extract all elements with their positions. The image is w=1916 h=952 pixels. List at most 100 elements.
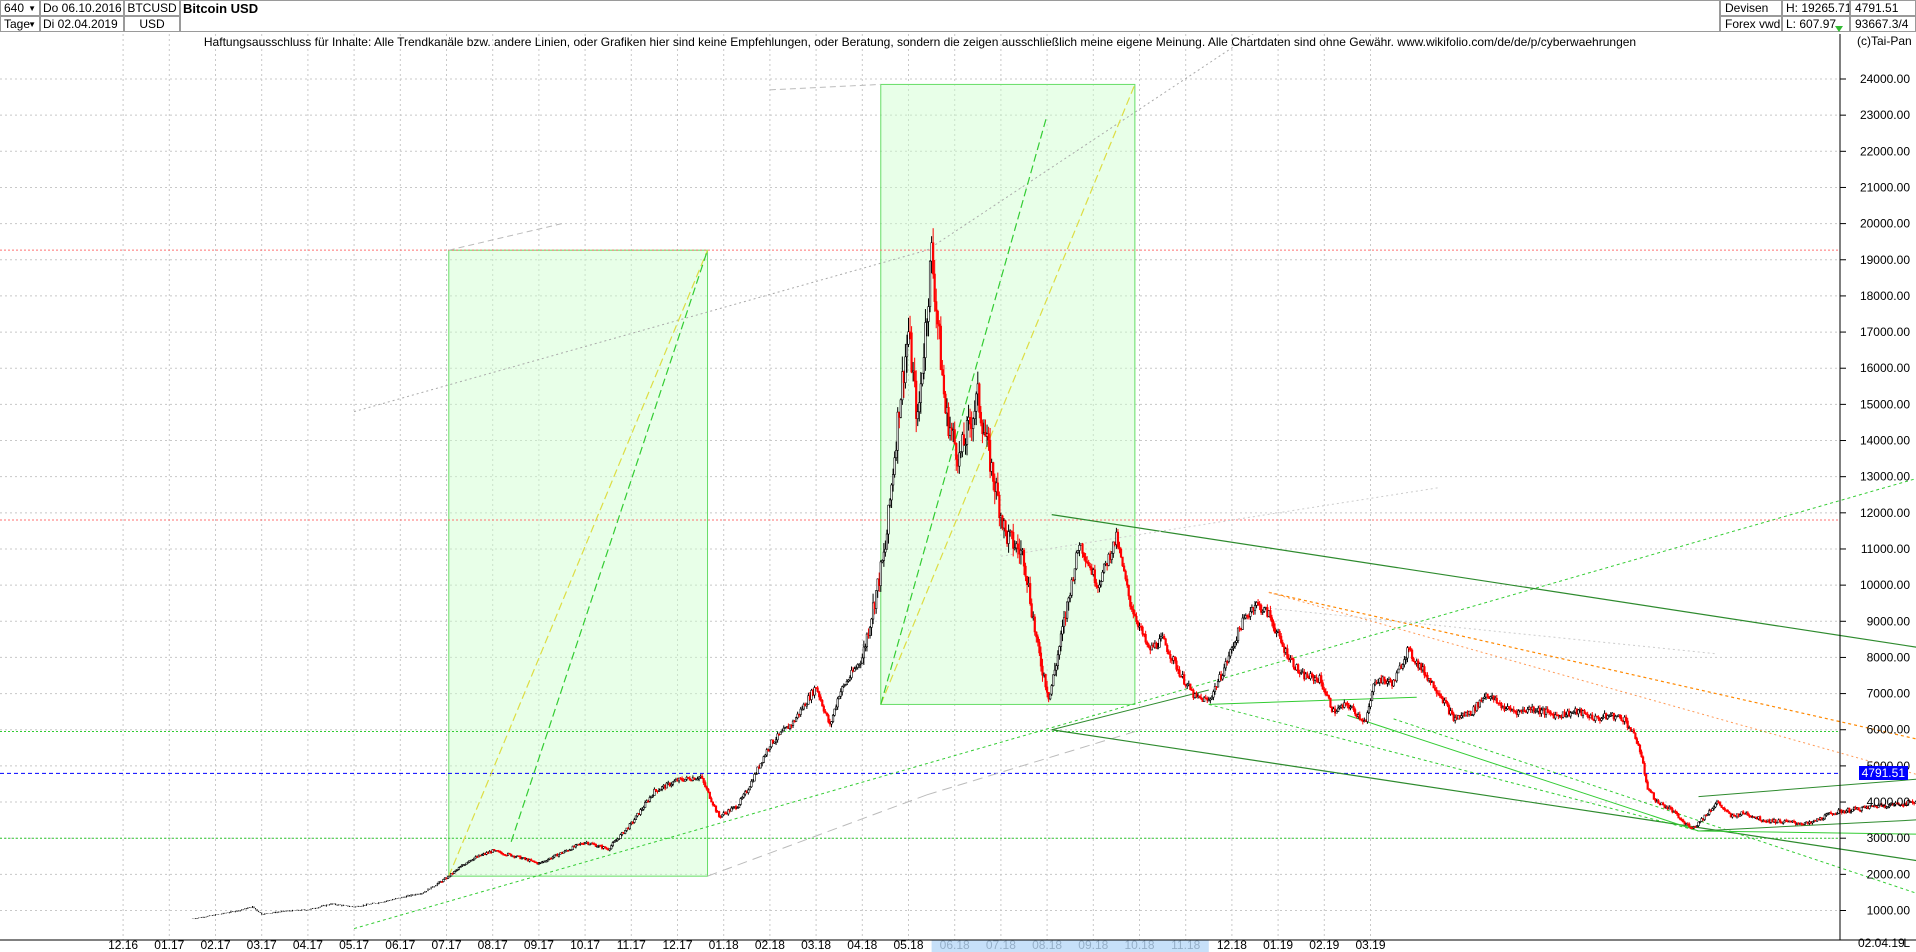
candle-body xyxy=(1269,610,1272,618)
candle-body xyxy=(1126,578,1129,586)
axis-scale-toggle[interactable]: L xyxy=(1903,936,1910,950)
candle-body xyxy=(1509,707,1512,711)
candle-body xyxy=(1093,569,1096,584)
candle-body xyxy=(858,663,861,666)
candle-body xyxy=(842,684,845,687)
candle-body xyxy=(611,842,614,847)
candle-body xyxy=(1039,652,1043,667)
candle-body xyxy=(456,869,459,871)
candle-body xyxy=(1163,635,1166,640)
candle-body xyxy=(1720,804,1723,808)
candle-body xyxy=(1674,810,1677,813)
candle-body xyxy=(865,633,869,648)
candle-body xyxy=(1389,679,1392,683)
start-date[interactable]: Do 06.10.2016 xyxy=(40,0,124,16)
trend-line xyxy=(1208,703,1699,832)
candle-body xyxy=(881,560,884,563)
trend-line xyxy=(880,84,1136,705)
candle-body xyxy=(1848,808,1851,813)
candle-body xyxy=(848,677,852,681)
candle-body xyxy=(1469,710,1472,716)
candle-body xyxy=(979,411,982,424)
candle-body xyxy=(660,786,664,790)
candle-body xyxy=(891,474,895,486)
candle-body xyxy=(1638,744,1642,753)
candle-body xyxy=(767,749,770,751)
candle-body xyxy=(1216,681,1220,688)
candle-body xyxy=(1290,657,1294,660)
x-tick-label: 09.17 xyxy=(524,938,554,952)
candle-body xyxy=(1614,716,1617,720)
candle-body xyxy=(1101,571,1104,582)
period-select[interactable]: 640 ▼ xyxy=(0,0,40,16)
candle-body xyxy=(1155,642,1158,648)
candle-body xyxy=(1049,693,1052,700)
candle-body xyxy=(1333,708,1337,714)
candle-body xyxy=(773,741,776,744)
candle-body xyxy=(1657,800,1660,804)
candle-body xyxy=(1306,673,1309,678)
candle-body xyxy=(1682,819,1685,823)
candle-body xyxy=(619,834,622,839)
candle-body xyxy=(893,457,896,475)
candle-body xyxy=(1669,806,1672,809)
candle-body xyxy=(1432,681,1435,689)
candle-body xyxy=(1512,709,1515,712)
candle-body xyxy=(962,434,966,446)
candle-body xyxy=(1369,700,1372,707)
candle-body xyxy=(1124,570,1127,580)
trend-line xyxy=(1268,591,1916,775)
trend-line xyxy=(1698,830,1916,835)
candle-body xyxy=(1127,584,1130,597)
candle-body xyxy=(582,843,585,846)
candle-body xyxy=(992,462,995,482)
candle-body xyxy=(596,846,599,848)
candle-body xyxy=(1278,631,1281,637)
candle-body xyxy=(1911,800,1914,803)
candle-body xyxy=(836,698,839,708)
candle-body xyxy=(717,811,721,817)
trend-line xyxy=(880,114,1048,705)
candle-body xyxy=(1794,822,1797,824)
candle-body xyxy=(1709,810,1712,812)
end-date[interactable]: Di 02.04.2019 xyxy=(40,16,124,32)
candle-body xyxy=(1367,706,1371,714)
candle-body xyxy=(665,782,668,789)
candle-body xyxy=(1189,683,1192,690)
candle-body xyxy=(1261,610,1264,613)
last-change: 93667.3/4 xyxy=(1850,16,1916,32)
candle-body xyxy=(1366,712,1369,722)
candle-body xyxy=(570,849,573,852)
candle-body xyxy=(1429,678,1432,683)
chart-title: Bitcoin USD xyxy=(183,1,259,16)
candle-body xyxy=(1549,711,1552,714)
y-tick-label: 10000.00 xyxy=(1860,578,1910,592)
candle-body xyxy=(1426,674,1429,681)
candle-body xyxy=(1606,715,1609,719)
candle-body xyxy=(1058,646,1061,656)
candle-body xyxy=(610,845,613,850)
candle-body xyxy=(750,780,753,788)
candle-body xyxy=(1671,808,1674,813)
candle-body xyxy=(459,866,462,869)
candle-body xyxy=(1451,710,1454,715)
candle-body xyxy=(457,867,460,870)
interval-select[interactable]: Tage ▼ xyxy=(0,16,40,32)
candle-body xyxy=(471,859,474,862)
candle-body xyxy=(480,854,484,857)
candle-body xyxy=(1648,789,1651,791)
candle-body xyxy=(1823,814,1826,820)
candle-body xyxy=(784,727,787,729)
disclaimer-text: Haftungsausschluss für Inhalte: Alle Tre… xyxy=(203,35,1637,49)
candle-body xyxy=(1016,543,1019,550)
candle-body xyxy=(1857,807,1860,811)
candle-body xyxy=(1460,715,1463,718)
candle-body xyxy=(1654,799,1657,802)
candle-body xyxy=(1010,530,1013,533)
y-tick-label: 8000.00 xyxy=(1867,650,1911,664)
candle-body xyxy=(670,784,673,787)
candle-body xyxy=(1360,718,1363,721)
candle-body xyxy=(1517,710,1520,715)
candle-body xyxy=(644,802,647,808)
candle-body xyxy=(1554,714,1557,719)
